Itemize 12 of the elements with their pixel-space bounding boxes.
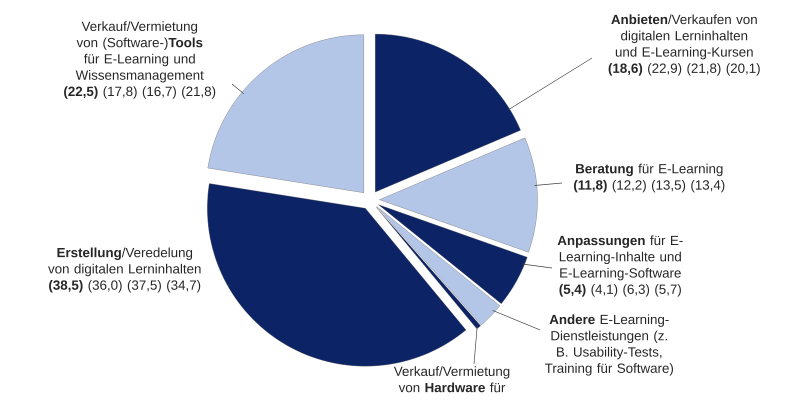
data-label: (38,5) (36,0) (37,5) (34,7) (49, 280, 200, 292)
data-label: (11,8) (12,2) (13,5) (13,4) (574, 180, 724, 192)
data-label: (22,5) (17,8) (16,7) (21,8) (64, 86, 216, 99)
slice-label: Anbieten/Verkaufen von digitalen Lerninhalten und E-Learning-Kursen (611, 14, 757, 60)
slice-label: Anpassungen für E-Learning-Inhalte und E-Learning-Software (558, 235, 683, 280)
slice-label: Verkauf/Vermietung von (Software-)Tools für E-Learning und Wissensmanagement (76, 21, 204, 82)
slice-label: Verkauf/Vermietung von Hardware für (394, 366, 510, 392)
data-label: (18,6) (22,9) (21,8) (20,1) (608, 63, 760, 76)
slice-label: Erstellung/Veredelung von digitalen Lerninhalten (48, 248, 201, 276)
data-label: (5,4) (4,1) (6,3) (5,7) (559, 284, 681, 297)
slice-label: Andere E-Learning-Dienstleistungen (z. B. Usability-Tests, Training für Software) (544, 314, 674, 376)
slice-label: Beratung für E-Learning (576, 164, 723, 176)
